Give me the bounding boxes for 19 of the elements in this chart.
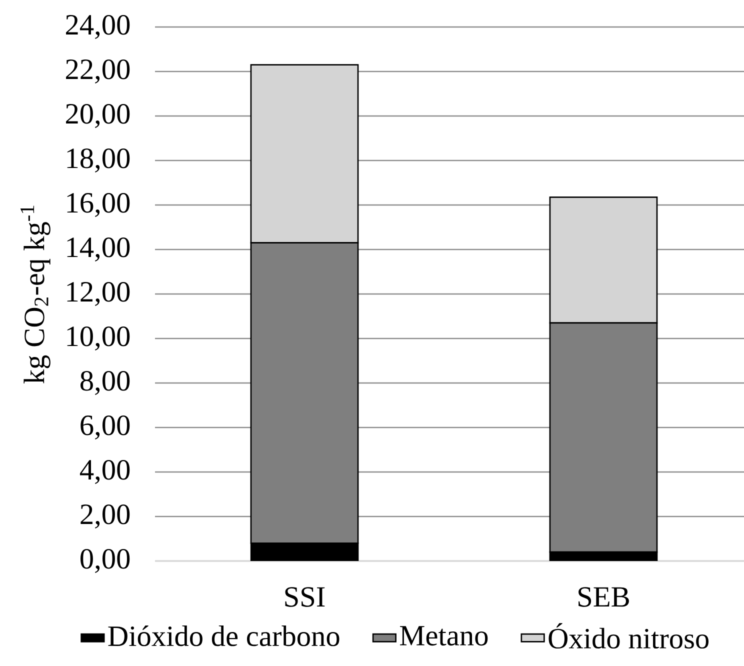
y-tick-label: 6,00 xyxy=(80,415,130,440)
legend-label: Dióxido de carbono xyxy=(108,625,340,646)
x-tick-label: SSI xyxy=(285,587,325,607)
y-tick-label: 2,00 xyxy=(80,504,130,528)
y-tick-label: 16,00 xyxy=(67,192,130,217)
y-tick-label: 14,00 xyxy=(67,237,130,262)
y-tick-label: 12,00 xyxy=(67,282,130,306)
y-tick-label: 4,00 xyxy=(80,460,130,484)
y-tick-label: 24,00 xyxy=(66,14,130,39)
legend-label: Metano xyxy=(400,626,488,646)
y-tick-label: 20,00 xyxy=(66,104,130,128)
legend-label: Óxido nitroso xyxy=(548,623,709,649)
y-tick-label: 18,00 xyxy=(67,148,130,173)
y-axis-title: kg CO$_{2}$-eq kg$^{-1}$ xyxy=(20,206,50,384)
y-tick-label: 0,00 xyxy=(80,548,130,573)
y-tick-label: 8,00 xyxy=(80,370,130,395)
y-tick-label: 10,00 xyxy=(67,326,130,350)
x-tick-label: SEB xyxy=(578,587,629,607)
y-tick-label: 22,00 xyxy=(66,59,130,84)
